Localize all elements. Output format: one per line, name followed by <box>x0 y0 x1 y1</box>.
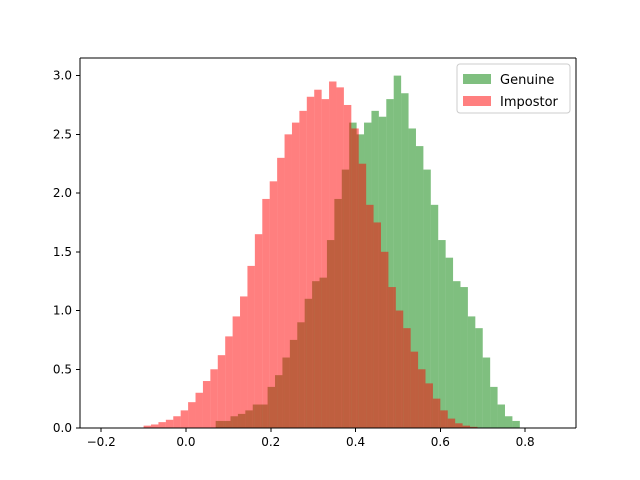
genuine-bar <box>445 257 454 428</box>
impostor-bar <box>470 426 478 428</box>
impostor-bar <box>165 419 174 428</box>
impostor-bar <box>240 296 248 428</box>
x-tick-label: 0.4 <box>346 435 365 449</box>
impostor-bar <box>329 81 337 429</box>
genuine-bar <box>430 204 439 428</box>
x-tick-label: 0.6 <box>431 435 450 449</box>
y-tick-label: 1.5 <box>53 245 72 259</box>
axes: −0.2 0.0 0.2 0.4 0.6 0.8 0.0 0.5 1.0 1.5 2.0 2.5 3.0 <box>53 57 577 449</box>
impostor-bar <box>188 402 196 428</box>
x-tick-label: 0.2 <box>261 435 280 449</box>
impostor-bar <box>455 423 463 428</box>
impostor-series <box>143 81 478 429</box>
impostor-bar <box>388 287 396 428</box>
impostor-bar <box>247 265 255 428</box>
impostor-bar <box>380 251 389 428</box>
impostor-bar <box>158 422 166 428</box>
impostor-bar <box>291 122 300 428</box>
impostor-bar <box>321 99 330 429</box>
impostor-bar <box>306 96 315 428</box>
impostor-bar <box>262 198 270 428</box>
impostor-bar <box>210 369 218 428</box>
genuine-bar <box>453 281 461 428</box>
genuine-bar <box>460 287 468 428</box>
impostor-bar <box>447 418 456 428</box>
y-tick-label: 0.5 <box>53 362 72 376</box>
impostor-bar <box>366 204 374 428</box>
y-tick-label: 1.0 <box>53 304 72 318</box>
genuine-bar <box>467 316 476 428</box>
impostor-bar <box>425 383 433 428</box>
impostor-bar <box>336 87 344 429</box>
genuine-bar <box>415 146 424 428</box>
x-tick-label: 0.8 <box>516 435 535 449</box>
impostor-bar <box>225 336 233 428</box>
impostor-bar <box>284 134 292 428</box>
y-tick-label: 0.0 <box>53 421 72 435</box>
impostor-bar <box>180 410 189 428</box>
x-tick-label: −0.2 <box>87 435 116 449</box>
genuine-bar <box>423 169 431 428</box>
genuine-bar <box>393 75 402 429</box>
impostor-bar <box>403 328 411 428</box>
impostor-bar <box>418 369 426 428</box>
impostor-bar <box>410 351 419 428</box>
genuine-bar <box>512 420 520 428</box>
impostor-bar <box>151 424 159 428</box>
impostor-bar <box>254 234 263 428</box>
impostor-bar <box>343 104 352 428</box>
y-tick-label: 3.0 <box>53 69 72 83</box>
impostor-bar <box>195 392 203 428</box>
genuine-bar <box>386 99 394 429</box>
genuine-bar <box>497 404 505 428</box>
legend: Genuine Impostor <box>456 63 571 114</box>
y-tick-label: 2.5 <box>53 127 72 141</box>
legend-label-impostor: Impostor <box>500 95 559 110</box>
legend-swatch-genuine <box>463 74 491 84</box>
genuine-bar <box>482 357 491 428</box>
genuine-bar <box>475 328 483 428</box>
impostor-bar <box>351 128 359 429</box>
impostor-bar <box>358 163 367 428</box>
histogram-bars <box>143 75 520 429</box>
impostor-bar <box>202 381 211 428</box>
impostor-bar <box>395 310 404 428</box>
genuine-bar <box>438 240 446 428</box>
impostor-bar <box>217 355 226 428</box>
impostor-bar <box>314 89 322 429</box>
y-tick-label: 2.0 <box>53 186 72 200</box>
impostor-bar <box>299 110 307 429</box>
legend-label-genuine: Genuine <box>500 73 554 88</box>
x-tick-label: 0.0 <box>176 435 195 449</box>
impostor-bar <box>277 157 285 428</box>
impostor-bar <box>173 416 181 428</box>
impostor-bar <box>432 398 441 428</box>
impostor-bar <box>232 316 241 428</box>
genuine-bar <box>504 416 513 428</box>
impostor-bar <box>440 410 448 428</box>
impostor-bar <box>462 425 471 428</box>
legend-swatch-impostor <box>463 96 491 106</box>
impostor-bar <box>269 181 278 428</box>
genuine-bar <box>490 386 498 428</box>
impostor-bar <box>143 425 152 428</box>
genuine-bar <box>401 93 409 429</box>
impostor-bar <box>373 222 381 428</box>
genuine-bar <box>408 128 416 429</box>
